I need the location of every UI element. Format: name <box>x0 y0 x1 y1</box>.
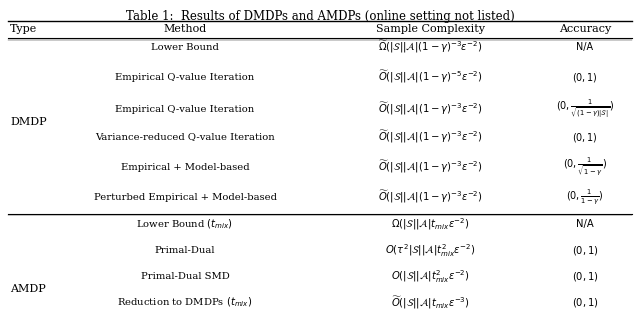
Text: N/A: N/A <box>577 42 593 52</box>
Text: Empirical Q-value Iteration: Empirical Q-value Iteration <box>115 104 255 113</box>
Text: $\widetilde{O}(|\mathcal{S}||\mathcal{A}|(1-\gamma)^{-3}\varepsilon^{-2})$: $\widetilde{O}(|\mathcal{S}||\mathcal{A}… <box>378 189 483 205</box>
Text: $\Omega(|\mathcal{S}||\mathcal{A}|t_{mix}\varepsilon^{-2})$: $\Omega(|\mathcal{S}||\mathcal{A}|t_{mix… <box>390 217 469 232</box>
Text: $O(\tau^2|\mathcal{S}||\mathcal{A}|t_{mix}^2\varepsilon^{-2})$: $O(\tau^2|\mathcal{S}||\mathcal{A}|t_{mi… <box>385 242 475 259</box>
Text: $\widetilde{O}(|\mathcal{S}||\mathcal{A}|(1-\gamma)^{-3}\varepsilon^{-2})$: $\widetilde{O}(|\mathcal{S}||\mathcal{A}… <box>378 129 483 145</box>
Text: $O(|\mathcal{S}||\mathcal{A}|t_{mix}^2\varepsilon^{-2})$: $O(|\mathcal{S}||\mathcal{A}|t_{mix}^2\v… <box>390 268 469 285</box>
Text: $(0, 1)$: $(0, 1)$ <box>572 70 598 83</box>
Text: Lower Bound: Lower Bound <box>151 42 219 51</box>
Text: $(0, 1)$: $(0, 1)$ <box>572 244 598 257</box>
Text: $(0, 1)$: $(0, 1)$ <box>572 131 598 144</box>
Text: $\widetilde{O}(|\mathcal{S}||\mathcal{A}|(1-\gamma)^{-3}\varepsilon^{-2})$: $\widetilde{O}(|\mathcal{S}||\mathcal{A}… <box>378 101 483 117</box>
Text: Lower Bound $(t_{mix})$: Lower Bound $(t_{mix})$ <box>136 218 234 231</box>
Text: Type: Type <box>10 24 37 34</box>
Text: Primal-Dual: Primal-Dual <box>155 246 215 255</box>
Text: $(0, \frac{1}{\sqrt{(1-\gamma)|\mathcal{S}|}})$: $(0, \frac{1}{\sqrt{(1-\gamma)|\mathcal{… <box>556 98 614 120</box>
Text: $(0, \frac{1}{\sqrt{1-\gamma}})$: $(0, \frac{1}{\sqrt{1-\gamma}})$ <box>563 156 607 178</box>
Text: Perturbed Empirical + Model-based: Perturbed Empirical + Model-based <box>93 193 276 202</box>
Text: $(0, 1)$: $(0, 1)$ <box>572 270 598 283</box>
Text: $(0, \frac{1}{1-\gamma})$: $(0, \frac{1}{1-\gamma})$ <box>566 188 604 206</box>
Text: Primal-Dual SMD: Primal-Dual SMD <box>141 272 229 281</box>
Text: N/A: N/A <box>576 219 594 229</box>
Text: Method: Method <box>163 24 207 34</box>
Text: Table 1:  Results of DMDPs and AMDPs (online setting not listed): Table 1: Results of DMDPs and AMDPs (onl… <box>125 10 515 23</box>
Text: $\widetilde{\Omega}(|\mathcal{S}||\mathcal{A}|(1-\gamma)^{-3}\varepsilon^{-2})$: $\widetilde{\Omega}(|\mathcal{S}||\mathc… <box>378 39 483 55</box>
Text: Empirical + Model-based: Empirical + Model-based <box>121 162 250 171</box>
Text: Empirical Q-value Iteration: Empirical Q-value Iteration <box>115 73 255 82</box>
Text: Reduction to DMDPs $(t_{mix})$: Reduction to DMDPs $(t_{mix})$ <box>117 296 253 309</box>
Text: AMDP: AMDP <box>10 285 45 294</box>
Text: Variance-reduced Q-value Iteration: Variance-reduced Q-value Iteration <box>95 132 275 141</box>
Text: Sample Complexity: Sample Complexity <box>376 24 484 34</box>
Text: $(0, 1)$: $(0, 1)$ <box>572 296 598 309</box>
Text: $\widetilde{O}(|\mathcal{S}||\mathcal{A}|(1-\gamma)^{-5}\varepsilon^{-2})$: $\widetilde{O}(|\mathcal{S}||\mathcal{A}… <box>378 69 483 85</box>
Text: $\widetilde{O}(|\mathcal{S}||\mathcal{A}|(1-\gamma)^{-3}\varepsilon^{-2})$: $\widetilde{O}(|\mathcal{S}||\mathcal{A}… <box>378 159 483 175</box>
Text: DMDP: DMDP <box>10 117 47 127</box>
Text: Accuracy: Accuracy <box>559 24 611 34</box>
Text: $\widetilde{O}(|\mathcal{S}||\mathcal{A}|t_{mix}\varepsilon^{-3})$: $\widetilde{O}(|\mathcal{S}||\mathcal{A}… <box>390 294 469 310</box>
